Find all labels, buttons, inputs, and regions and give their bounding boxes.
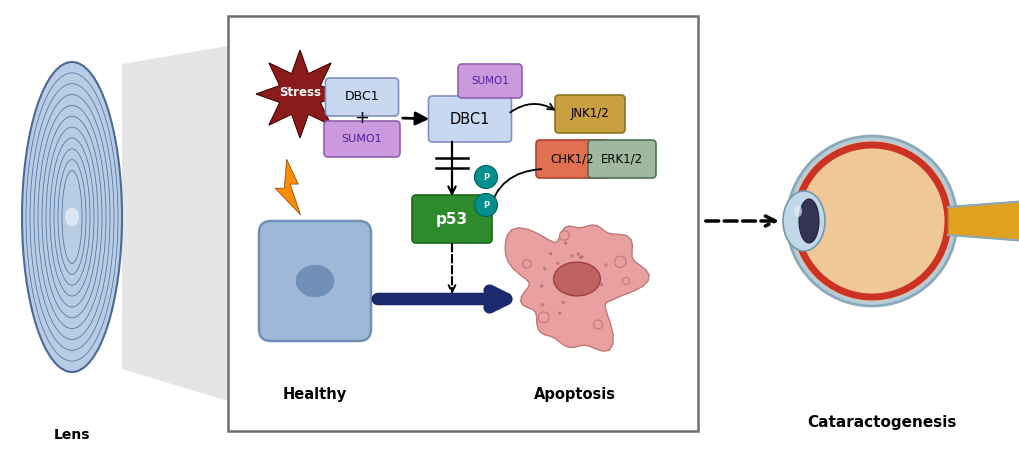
Ellipse shape [783,191,824,251]
Circle shape [557,312,560,315]
Circle shape [614,256,626,268]
Text: ERK1/2: ERK1/2 [600,153,642,166]
Circle shape [599,283,602,286]
Polygon shape [947,201,1019,241]
FancyBboxPatch shape [228,16,697,431]
FancyBboxPatch shape [259,221,371,341]
Polygon shape [256,50,343,138]
Ellipse shape [791,141,951,301]
Circle shape [564,242,567,245]
Circle shape [576,252,580,256]
Circle shape [603,263,607,267]
Text: P: P [482,201,488,210]
Circle shape [538,312,548,323]
FancyBboxPatch shape [428,96,511,142]
Circle shape [474,166,497,189]
Ellipse shape [793,205,801,217]
Circle shape [561,279,565,283]
Polygon shape [275,159,301,215]
Ellipse shape [802,152,941,290]
Text: SUMO1: SUMO1 [471,76,508,86]
Text: p53: p53 [435,211,468,226]
Circle shape [542,267,546,270]
Circle shape [540,303,543,307]
FancyBboxPatch shape [412,195,491,243]
Ellipse shape [22,62,122,372]
FancyBboxPatch shape [535,140,607,178]
Circle shape [559,231,569,240]
Ellipse shape [65,208,78,226]
Text: P: P [482,172,488,181]
Text: DBC1: DBC1 [449,111,490,127]
FancyBboxPatch shape [325,78,398,116]
Circle shape [570,254,573,257]
Text: Lens: Lens [54,428,90,442]
Circle shape [578,256,582,260]
FancyBboxPatch shape [458,64,522,98]
Circle shape [580,255,583,259]
Text: Cataractogenesis: Cataractogenesis [806,415,956,431]
Ellipse shape [297,266,333,296]
Circle shape [474,194,497,216]
Text: DBC1: DBC1 [344,91,379,104]
Text: Healthy: Healthy [282,387,346,401]
Circle shape [584,286,587,290]
Ellipse shape [798,199,818,243]
Text: SUMO1: SUMO1 [341,134,382,144]
Text: Stress: Stress [279,85,321,98]
Circle shape [593,320,602,329]
Text: CHK1/2: CHK1/2 [549,153,593,166]
Ellipse shape [553,262,600,296]
Text: Apoptosis: Apoptosis [534,387,615,401]
FancyBboxPatch shape [324,121,399,157]
FancyBboxPatch shape [554,95,625,133]
Circle shape [539,284,543,288]
Circle shape [565,272,568,275]
Text: JNK1/2: JNK1/2 [570,107,608,120]
Text: +: + [355,109,369,127]
Circle shape [560,301,565,304]
Circle shape [582,283,585,287]
Circle shape [555,261,558,265]
Polygon shape [122,46,228,401]
Polygon shape [504,225,648,351]
FancyBboxPatch shape [587,140,655,178]
Ellipse shape [787,136,956,306]
Circle shape [522,260,531,268]
Circle shape [548,252,551,255]
Circle shape [622,277,629,285]
